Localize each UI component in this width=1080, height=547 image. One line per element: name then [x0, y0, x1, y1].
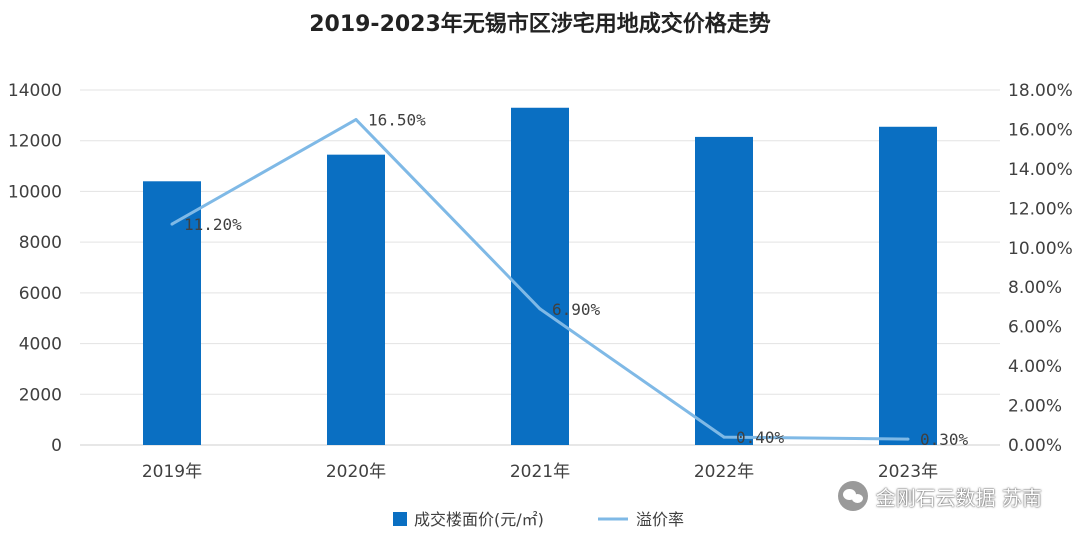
legend-bar-swatch [393, 512, 407, 526]
left-axis-tick: 6000 [19, 284, 62, 304]
bar[interactable] [511, 107, 569, 445]
x-axis-tick: 2020年 [326, 462, 386, 482]
right-axis-tick: 8.00% [1008, 278, 1062, 298]
right-axis-tick: 18.00% [1008, 81, 1073, 101]
bar[interactable] [879, 126, 937, 446]
watermark-text: 金刚石云数据 苏南 [875, 485, 1042, 510]
x-axis-tick: 2021年 [510, 462, 570, 482]
bar-series [143, 107, 937, 446]
left-axis-tick: 0 [51, 436, 62, 456]
right-axis: 0.00% 2.00% 4.00% 6.00% 8.00% 10.00% 12.00% 14.… [1008, 81, 1073, 456]
line-data-label: 16.50% [368, 111, 426, 130]
line-data-label: 0.30% [920, 430, 969, 449]
line-data-label: 6.90% [552, 300, 601, 319]
right-axis-tick: 0.00% [1008, 436, 1062, 456]
x-axis-tick: 2023年 [878, 462, 938, 482]
bar[interactable] [695, 136, 753, 446]
x-axis-tick: 2019年 [142, 462, 202, 482]
left-axis-tick: 14000 [8, 81, 62, 101]
legend-line-label: 溢价率 [636, 510, 684, 529]
chart-title: 2019-2023年无锡市区涉宅用地成交价格走势 [309, 11, 771, 37]
line-point[interactable] [170, 222, 174, 226]
right-axis-tick: 16.00% [1008, 120, 1073, 140]
left-axis-tick: 10000 [8, 182, 62, 202]
bar[interactable] [327, 154, 385, 446]
right-axis-tick: 2.00% [1008, 397, 1062, 417]
line-data-label: 11.20% [184, 215, 242, 234]
legend-bar-label: 成交楼面价(元/㎡) [414, 510, 544, 529]
wechat-icon [837, 481, 868, 511]
legend[interactable]: 成交楼面价(元/㎡) 溢价率 [393, 510, 684, 529]
right-axis-tick: 6.00% [1008, 318, 1062, 338]
right-axis-tick: 4.00% [1008, 357, 1062, 377]
watermark: 金刚石云数据 苏南 [837, 481, 1042, 511]
left-axis-tick: 2000 [19, 385, 62, 405]
right-axis-tick: 14.00% [1008, 160, 1073, 180]
x-axis: 2019年 2020年 2021年 2022年 2023年 [142, 462, 938, 482]
line-series [170, 118, 910, 441]
line-data-label: 0.40% [736, 428, 785, 447]
left-axis-tick: 12000 [8, 132, 62, 152]
line-point[interactable] [722, 435, 726, 439]
left-axis: 0 2000 4000 6000 8000 10000 12000 14000 [8, 81, 62, 456]
left-axis-tick: 8000 [19, 233, 62, 253]
line-point[interactable] [538, 307, 542, 311]
left-axis-tick: 4000 [19, 335, 62, 355]
line-point[interactable] [354, 118, 358, 122]
x-axis-tick: 2022年 [694, 462, 754, 482]
right-axis-tick: 10.00% [1008, 239, 1073, 259]
data-labels: 11.20% 16.50% 6.90% 0.40% 0.30% [184, 111, 969, 450]
right-axis-tick: 12.00% [1008, 199, 1073, 219]
line-point[interactable] [906, 437, 910, 441]
